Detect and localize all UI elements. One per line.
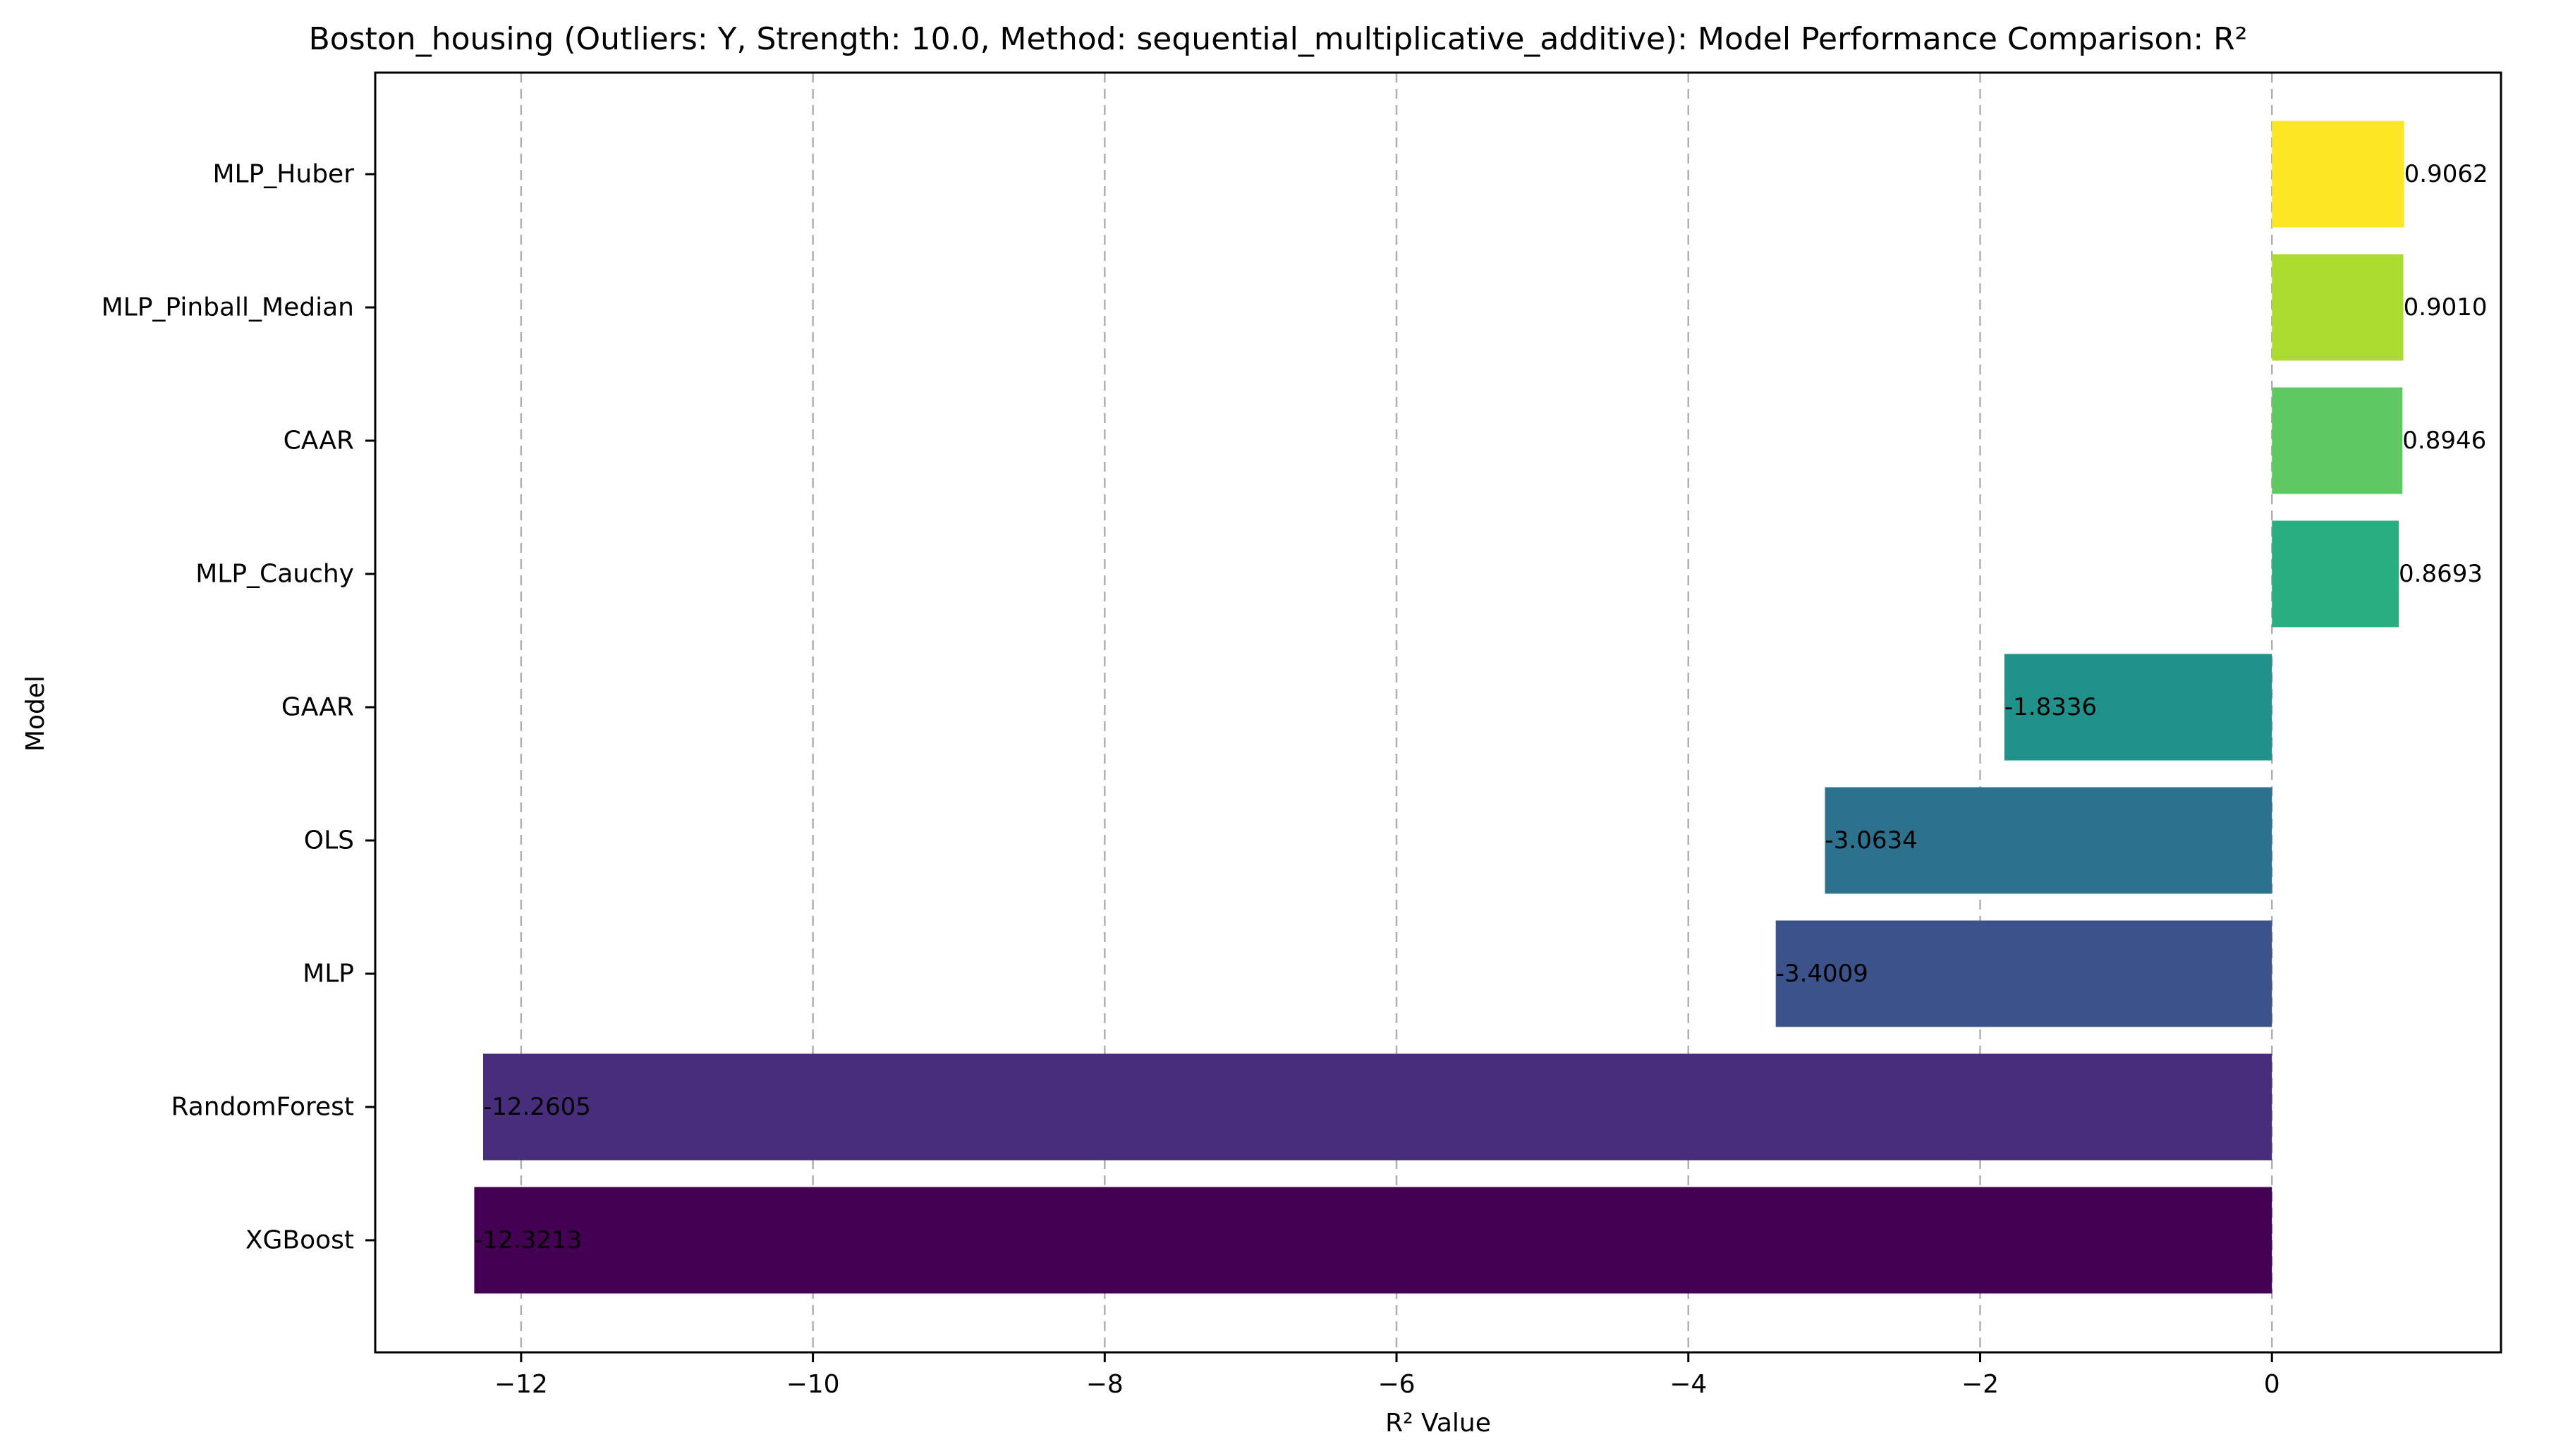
- bar-value-label: -3.4009: [1776, 960, 1868, 988]
- bar-mlp-pinball-median: [2272, 254, 2404, 361]
- x-tick-label: −8: [1086, 1370, 1124, 1399]
- y-tick-label: MLP_Cauchy: [195, 560, 354, 589]
- bar-caar: [2272, 387, 2403, 494]
- x-tick-label: −4: [1669, 1370, 1707, 1399]
- y-tick-label: MLP: [303, 960, 354, 989]
- bar-value-label: -12.2605: [483, 1093, 591, 1121]
- chart-title: Boston_housing (Outliers: Y, Strength: 1…: [309, 21, 2248, 57]
- bar-gaar: [2004, 654, 2272, 761]
- x-axis-label: R² Value: [1385, 1409, 1491, 1438]
- axes-frame: [374, 71, 2502, 1354]
- y-tick-label: MLP_Huber: [212, 160, 354, 189]
- x-axis-ticks: −12 −10 −8 −6 −4 −2 0: [494, 1352, 2280, 1399]
- bar-value-label: -12.3213: [474, 1226, 582, 1254]
- y-tick-label: GAAR: [281, 693, 354, 722]
- x-tick-label: −10: [786, 1370, 840, 1399]
- bar-value-label: 0.8946: [2402, 427, 2486, 455]
- data-labels: -12.3213 -12.2605 -3.4009 -3.0634 -1.8336 0.8…: [474, 160, 2488, 1254]
- bar-value-label: 0.8693: [2399, 560, 2483, 588]
- bar-value-label: -1.8336: [2004, 693, 2097, 721]
- bar-ols: [1825, 787, 2272, 894]
- x-tick-label: −6: [1378, 1370, 1416, 1399]
- y-tick-label: RandomForest: [171, 1093, 354, 1122]
- bars: [474, 121, 2404, 1294]
- bar-randomforest: [482, 1053, 2272, 1161]
- bar-value-label: 0.9062: [2404, 160, 2488, 188]
- y-axis-label: Model: [21, 675, 50, 752]
- x-tick-label: −2: [1961, 1370, 1999, 1399]
- y-axis-ticks: XGBoost RandomForest MLP OLS GAAR MLP_Cauchy C…: [102, 160, 375, 1255]
- bar-value-label: 0.9010: [2404, 293, 2488, 322]
- x-tick-label: 0: [2264, 1370, 2280, 1399]
- y-tick-label: XGBoost: [245, 1226, 354, 1255]
- bar-value-label: -3.0634: [1825, 826, 1918, 855]
- bar-mlp-cauchy: [2272, 520, 2399, 628]
- bar-xgboost: [474, 1187, 2272, 1294]
- bar-mlp: [1775, 920, 2272, 1027]
- bar-mlp-huber: [2272, 121, 2404, 228]
- y-tick-label: MLP_Pinball_Median: [102, 293, 354, 322]
- y-tick-label: OLS: [304, 826, 354, 855]
- x-tick-label: −12: [494, 1370, 548, 1399]
- y-tick-label: CAAR: [284, 427, 354, 455]
